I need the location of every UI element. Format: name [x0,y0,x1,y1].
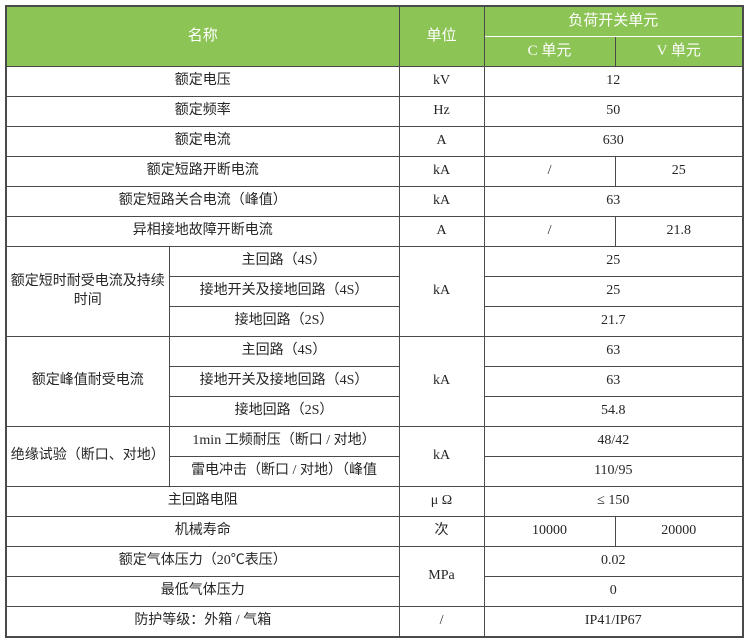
row-unit: kA [398,336,485,427]
row-label: 额定短路关合电流（峰值） [5,186,400,217]
row-value-v: 21.8 [614,216,744,247]
row-label: 最低气体压力 [5,576,400,607]
sub-label: 雷电冲击（断口 / 对地）（峰值 [168,456,400,487]
sub-label: 主回路（4S） [168,336,400,367]
table-row: 防护等级：外箱 / 气箱 / IP41/IP67 [5,606,744,638]
table-row: 额定电流 A 630 [5,126,744,157]
table-row: 额定气体压力（20℃表压） MPa 0.02 [5,546,744,607]
row-unit: / [398,606,485,638]
group-label: 额定短时耐受电流及持续时间 [5,246,170,337]
row-value-v: 25 [614,156,744,187]
row-value: 630 [483,126,744,157]
table-row: 最低气体压力 0 [5,576,744,607]
row-unit: MPa [398,546,485,607]
row-unit: Hz [398,96,485,127]
sub-label: 接地开关及接地回路（4S） [168,276,400,307]
table-row: 额定短路关合电流（峰值） kA 63 [5,186,744,217]
table-row: 额定峰值耐受电流 主回路（4S） kA 63 [5,336,744,427]
row-value: IP41/IP67 [483,606,744,638]
row-value: 0 [483,576,744,607]
row-value: 50 [483,96,744,127]
row-label: 额定频率 [5,96,400,127]
sub-label: 1min 工频耐压（断口 / 对地） [168,426,400,457]
row-unit: kA [398,246,485,337]
row-value: 110/95 [483,456,744,487]
row-value-v: 20000 [614,516,744,547]
table-row: 接地回路（2S） 54.8 [6,396,744,427]
header-name: 名称 [5,5,400,67]
table-row: 机械寿命 次 10000 20000 [5,516,744,547]
row-label: 机械寿命 [5,516,400,547]
table-row: 雷电冲击（断口 / 对地）（峰值 110/95 [6,456,744,487]
row-label: 异相接地故障开断电流 [5,216,400,247]
row-value: 25 [483,246,744,277]
row-label: 额定短路开断电流 [5,156,400,187]
row-value-c: / [483,156,616,187]
row-value: 63 [483,186,744,217]
row-value: 48/42 [483,426,744,457]
row-label: 额定电压 [5,66,400,97]
table-row: 接地开关及接地回路（4S） 25 [6,276,744,307]
row-value: ≤ 150 [483,486,744,517]
group-label: 绝缘试验（断口、对地） [5,426,170,487]
table-row: 接地开关及接地回路（4S） 63 [6,366,744,397]
row-value: 21.7 [483,306,744,337]
row-label: 防护等级：外箱 / 气箱 [5,606,400,638]
row-unit: kV [398,66,485,97]
row-unit: 次 [398,516,485,547]
table-row: 额定频率 Hz 50 [5,96,744,127]
header-col-v: V 单元 [614,36,744,67]
row-value: 12 [483,66,744,97]
row-unit: kA [398,426,485,487]
table-row: 主回路电阻 μ Ω ≤ 150 [5,486,744,517]
row-label: 额定气体压力（20℃表压） [5,546,400,577]
row-unit: μ Ω [398,486,485,517]
row-value: 54.8 [483,396,744,427]
table-row: 额定短路开断电流 kA / 25 [5,156,744,187]
row-label: 主回路电阻 [5,486,400,517]
row-unit: kA [398,156,485,187]
row-value: 63 [483,366,744,397]
table-row: 额定电压 kV 12 [5,66,744,97]
header-group: 负荷开关单元 [483,5,744,37]
sub-label: 接地回路（2S） [168,396,400,427]
row-unit: A [398,126,485,157]
row-unit: kA [398,186,485,217]
sub-label: 接地回路（2S） [168,306,400,337]
row-value: 0.02 [483,546,744,577]
table-row: 异相接地故障开断电流 A / 21.8 [5,216,744,247]
row-label: 额定电流 [5,126,400,157]
spec-table: 名称 单位 负荷开关单元 C 单元 V 单元 额定电压 kV 12 额定频率 H… [5,5,745,638]
row-value: 63 [483,336,744,367]
row-unit: A [398,216,485,247]
sub-label: 接地开关及接地回路（4S） [168,366,400,397]
table-row: 绝缘试验（断口、对地） 1min 工频耐压（断口 / 对地） kA 48/42 [5,426,744,487]
header-unit: 单位 [398,5,485,67]
row-value-c: 10000 [483,516,616,547]
row-value-c: / [483,216,616,247]
sub-label: 主回路（4S） [168,246,400,277]
group-label: 额定峰值耐受电流 [5,336,170,427]
table-row: 额定短时耐受电流及持续时间 主回路（4S） kA 25 [5,246,744,337]
header-col-c: C 单元 [483,36,616,67]
row-value: 25 [483,276,744,307]
